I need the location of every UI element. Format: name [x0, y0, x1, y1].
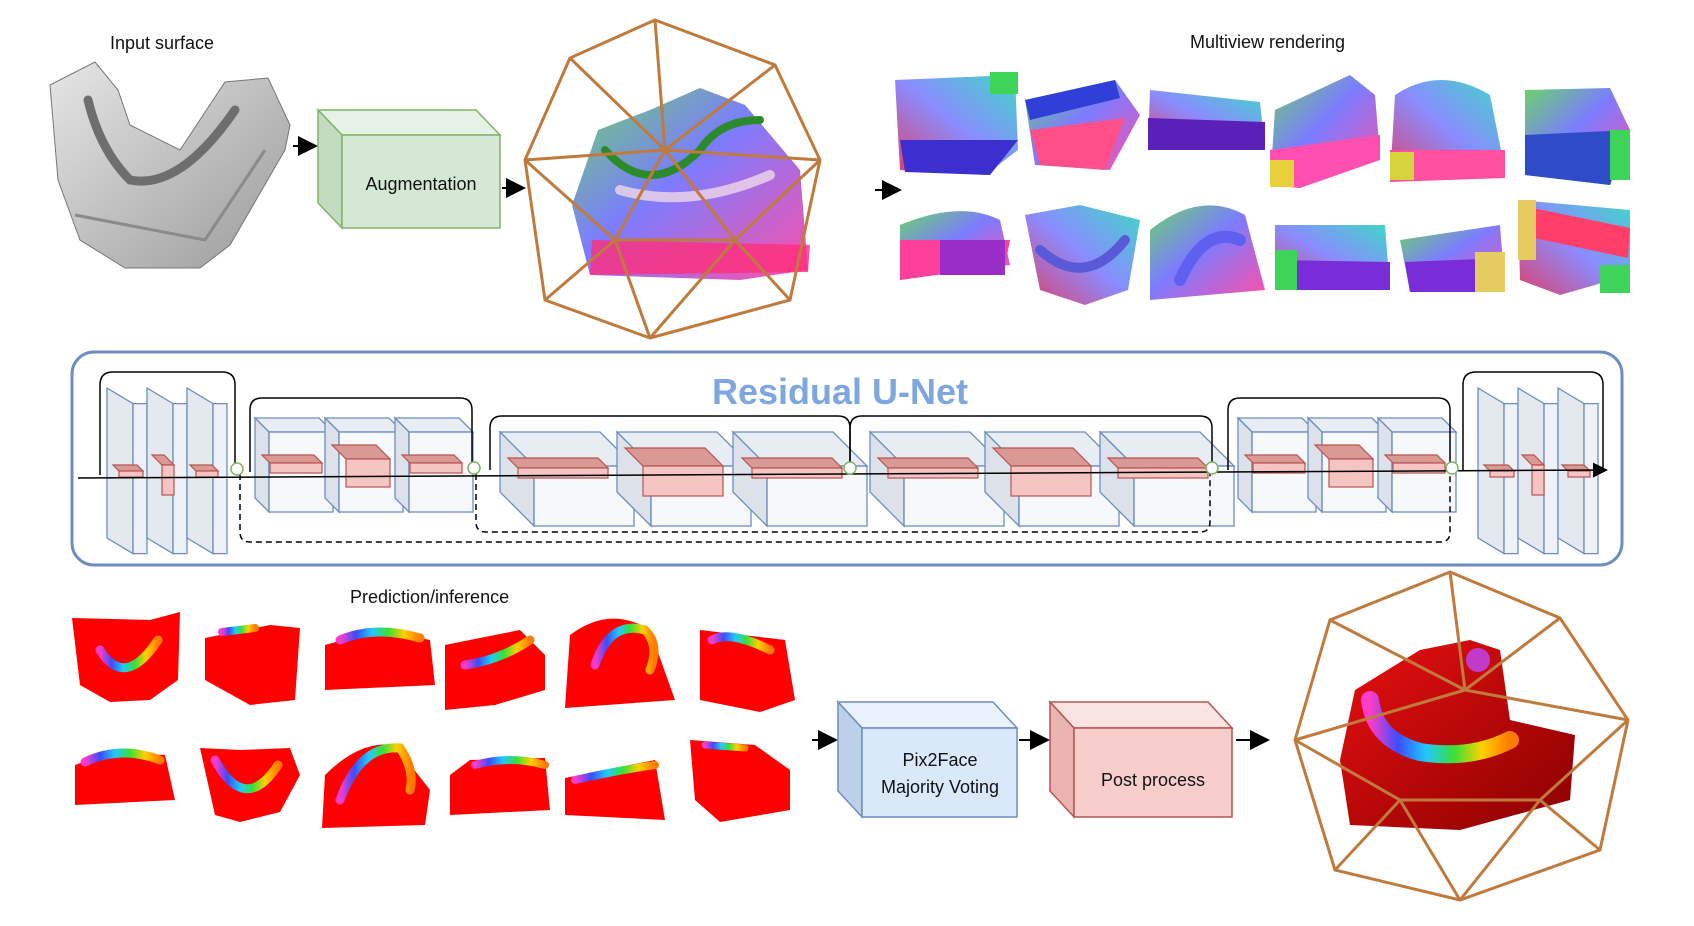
- unet-kernel: [409, 462, 463, 474]
- unet-kernel-top: [260, 454, 324, 464]
- unet-kernel: [118, 470, 144, 478]
- residual-unet-frame: [70, 350, 1624, 567]
- multiview-thumb: [1518, 200, 1630, 295]
- unet-block-side: [254, 416, 270, 514]
- unet-kernel: [345, 458, 391, 488]
- unet-kernel-top: [111, 464, 145, 472]
- multiview-thumb: [1150, 205, 1265, 300]
- unet-kernel: [161, 464, 175, 496]
- segmented-model-in-cage: [1340, 640, 1575, 830]
- icosahedron-cage: [523, 18, 822, 340]
- prediction-thumb: [700, 630, 795, 712]
- unet-kernel: [642, 465, 724, 497]
- prediction-thumb: [690, 740, 790, 822]
- unet-layer-face: [1503, 402, 1519, 555]
- prediction-thumb: [322, 743, 430, 828]
- multiview-thumb: [1025, 80, 1140, 170]
- prediction-thumb: [205, 624, 300, 705]
- unet-connection: [475, 474, 1211, 533]
- unet-kernel-top: [1383, 454, 1447, 464]
- prediction-thumb: [325, 627, 435, 690]
- multiview-thumb: [900, 211, 1010, 280]
- unet-connection: [1227, 397, 1451, 470]
- unet-layer-face: [1543, 402, 1559, 555]
- unet-kernel: [269, 462, 323, 474]
- unet-kernel: [1252, 462, 1306, 474]
- input-surface-image: [49, 61, 291, 269]
- prediction-thumb: [565, 760, 665, 820]
- unet-kernel-top: [740, 457, 844, 469]
- unet-block-side: [394, 416, 410, 514]
- unet-connection: [1462, 371, 1604, 470]
- input-surface-label: Input surface: [110, 33, 214, 53]
- pix2face-label-line1: Pix2Face: [902, 750, 977, 770]
- prediction-inference-label: Prediction/inference: [350, 587, 509, 607]
- residual-unet-title: Residual U-Net: [712, 371, 968, 412]
- unet-kernel-top: [1106, 457, 1210, 469]
- unet-kernel: [1328, 458, 1374, 488]
- post-process-box: Post process: [1048, 700, 1234, 819]
- prediction-thumbnails: [72, 612, 795, 828]
- pix2face-box: Pix2Face Majority Voting: [836, 700, 1019, 819]
- prediction-thumb: [75, 748, 175, 805]
- unet-kernel-top: [1243, 454, 1307, 464]
- prediction-thumb: [200, 748, 300, 822]
- unet-add-node: [467, 461, 481, 475]
- multiview-thumb: [1275, 225, 1390, 290]
- unet-connection: [489, 415, 851, 470]
- augmentation-label: Augmentation: [365, 174, 476, 194]
- unet-kernel-top: [623, 447, 725, 467]
- unet-layer-face: [1583, 402, 1599, 555]
- unet-connection: [249, 397, 473, 472]
- unet-kernel-top: [506, 457, 610, 469]
- icosahedron-cage-result: [1293, 570, 1630, 902]
- unet-add-node: [1205, 461, 1219, 475]
- multiview-rendering-label: Multiview rendering: [1190, 32, 1345, 52]
- unet-kernel-top: [876, 457, 980, 469]
- prediction-thumb: [445, 630, 545, 710]
- multiview-thumb: [1525, 88, 1630, 185]
- multiview-thumb: [895, 72, 1018, 175]
- unet-block-side: [1377, 416, 1393, 514]
- multiview-thumbnails: [895, 72, 1630, 305]
- multiview-thumb: [1148, 90, 1265, 150]
- prediction-thumb: [450, 756, 550, 815]
- unet-kernel-top: [991, 447, 1093, 467]
- unet-kernel: [1392, 462, 1446, 474]
- unet-kernel: [1489, 470, 1515, 478]
- unet-kernel: [1567, 470, 1591, 478]
- unet-add-node: [1445, 461, 1459, 475]
- unet-connection: [99, 371, 236, 475]
- unet-kernel: [195, 470, 219, 478]
- augmentation-box: Augmentation: [316, 108, 502, 230]
- unet-block-side: [1307, 416, 1323, 514]
- multiview-thumb: [1400, 225, 1505, 292]
- unet-layer-face: [132, 402, 148, 555]
- unet-connection: [849, 415, 1213, 470]
- unet-kernel: [517, 467, 609, 479]
- unet-connection: [77, 462, 1608, 479]
- unet-block-side: [1237, 416, 1253, 514]
- multiview-thumb: [1270, 75, 1380, 188]
- post-process-label: Post process: [1101, 770, 1205, 790]
- prediction-thumb: [72, 612, 180, 702]
- unet-kernel: [1010, 465, 1092, 497]
- unet-layers: [77, 371, 1608, 555]
- unet-kernel-top: [400, 454, 464, 464]
- multiview-thumb: [1025, 205, 1140, 305]
- unet-block-side: [324, 416, 340, 514]
- unet-connection: [239, 474, 1451, 543]
- multiview-thumb: [1390, 80, 1505, 182]
- unet-add-node: [843, 461, 857, 475]
- unet-kernel: [1531, 464, 1545, 496]
- unet-add-node: [230, 462, 244, 476]
- prediction-thumb: [565, 618, 675, 708]
- pix2face-label-line2: Majority Voting: [881, 777, 999, 797]
- unet-layer-face: [212, 402, 228, 555]
- unet-kernel: [751, 467, 843, 479]
- unet-layer-face: [172, 402, 188, 555]
